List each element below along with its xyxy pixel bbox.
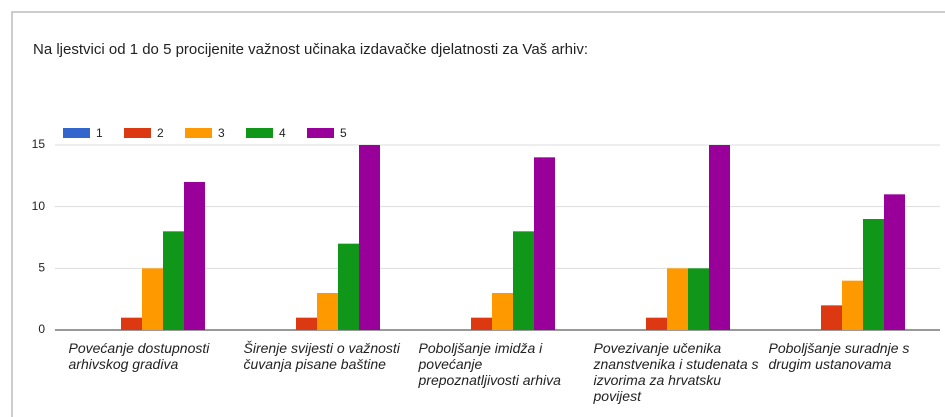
y-tick-label: 15 bbox=[32, 137, 46, 151]
x-tick-label: Poboljšanje imidža i povećanje prepoznat… bbox=[418, 340, 561, 388]
y-tick-label: 5 bbox=[38, 261, 45, 275]
legend-swatch bbox=[63, 128, 90, 138]
legend-swatch bbox=[307, 128, 334, 138]
legend-swatch bbox=[124, 128, 151, 138]
bar bbox=[646, 317, 667, 330]
card bbox=[11, 11, 945, 417]
legend-label: 2 bbox=[157, 126, 164, 140]
bar bbox=[863, 219, 884, 330]
chart-title: Na ljestvici od 1 do 5 procijenite važno… bbox=[33, 41, 588, 58]
legend-swatch bbox=[246, 128, 273, 138]
y-tick-label: 10 bbox=[32, 199, 46, 213]
x-tick-label: Širenje svijesti o važnosti čuvanja pisa… bbox=[243, 340, 400, 372]
bar bbox=[142, 268, 163, 330]
legend-label: 1 bbox=[96, 126, 103, 140]
x-tick-label: Povezivanje učenika znanstvenika i stude… bbox=[593, 340, 759, 404]
bar bbox=[184, 182, 205, 330]
legend-label: 4 bbox=[279, 126, 286, 140]
bar bbox=[359, 145, 380, 330]
bar bbox=[884, 194, 905, 330]
bar bbox=[821, 305, 842, 330]
bar bbox=[667, 268, 688, 330]
x-tick-label: Povećanje dostupnosti arhivskog gradiva bbox=[68, 340, 210, 372]
bar bbox=[709, 145, 730, 330]
bar bbox=[317, 293, 338, 330]
bar bbox=[163, 231, 184, 330]
bar bbox=[842, 280, 863, 330]
bar bbox=[121, 317, 142, 330]
legend-label: 3 bbox=[218, 126, 225, 140]
bar bbox=[534, 157, 555, 330]
bar bbox=[338, 243, 359, 330]
y-tick-label: 0 bbox=[38, 322, 45, 336]
bar bbox=[471, 317, 492, 330]
legend-swatch bbox=[185, 128, 212, 138]
bar bbox=[492, 293, 513, 330]
bar bbox=[513, 231, 534, 330]
bar bbox=[296, 317, 317, 330]
bar bbox=[688, 268, 709, 330]
legend-label: 5 bbox=[340, 126, 347, 140]
x-tick-label: Poboljšanje suradnje s drugim ustanovama bbox=[768, 340, 910, 372]
